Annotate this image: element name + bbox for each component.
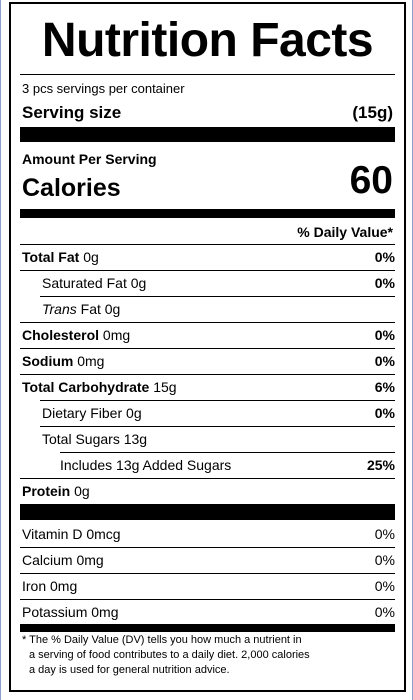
nutrient-row-added-sugars: Includes 13g Added Sugars 25% xyxy=(20,452,395,478)
total-sugars-label: Total Sugars xyxy=(42,431,120,447)
saturated-fat-amount: 0g xyxy=(130,275,147,291)
total-sugars-amount: 13g xyxy=(123,431,148,447)
trans-fat-label: Fat xyxy=(80,301,101,317)
saturated-fat-label: Saturated Fat xyxy=(42,275,127,291)
vitamin-row-iron: Iron 0mg 0% xyxy=(20,573,395,599)
row-divider xyxy=(20,547,395,548)
dietary-fiber-label: Dietary Fiber xyxy=(42,405,123,421)
protein-amount: 0g xyxy=(74,483,90,499)
potassium-label: Potassium xyxy=(22,604,88,620)
vitamin-d-amount: 0mcg xyxy=(86,526,121,542)
total-fat-dv: 0% xyxy=(374,249,395,265)
calcium-dv: 0% xyxy=(374,552,395,568)
nutrient-row-protein: Protein 0g xyxy=(20,478,395,504)
potassium-amount: 0mg xyxy=(91,604,119,620)
row-divider xyxy=(20,348,395,349)
sodium-label: Sodium xyxy=(22,353,74,369)
cholesterol-label: Cholesterol xyxy=(22,327,100,343)
cholesterol-dv: 0% xyxy=(374,327,395,343)
vitamin-d-dv: 0% xyxy=(374,526,395,542)
sodium-amount: 0mg xyxy=(77,353,105,369)
total-carbohydrate-amount: 15g xyxy=(153,379,177,395)
saturated-fat-dv: 0% xyxy=(374,275,395,291)
total-fat-amount: 0g xyxy=(83,249,99,265)
row-divider xyxy=(20,322,395,323)
iron-label: Iron xyxy=(22,578,47,594)
added-sugars-amount: 13g xyxy=(116,457,140,473)
vitamin-row-calcium: Calcium 0mg 0% xyxy=(20,547,395,573)
daily-value-header: % Daily Value* xyxy=(297,224,393,240)
cholesterol-amount: 0mg xyxy=(102,327,131,343)
row-divider xyxy=(60,452,395,453)
potassium-dv: 0% xyxy=(374,604,395,620)
nutrient-row-total-sugars: Total Sugars 13g xyxy=(20,426,395,452)
serving-size-label: Serving size xyxy=(22,103,122,122)
vitamin-d-label: Vitamin D xyxy=(22,526,83,542)
nutrition-facts-label: Nutrition Facts 3 pcs servings per conta… xyxy=(9,2,406,692)
row-divider xyxy=(20,374,395,375)
added-sugars-dv: 25% xyxy=(366,457,395,473)
nutrient-row-dietary-fiber: Dietary Fiber 0g 0% xyxy=(20,400,395,426)
row-divider xyxy=(20,244,395,245)
row-divider xyxy=(20,270,395,271)
total-carbohydrate-dv: 6% xyxy=(374,379,395,395)
thick-divider xyxy=(20,127,395,142)
label-title: Nutrition Facts xyxy=(41,14,374,67)
row-divider xyxy=(20,599,395,600)
added-sugars-label: Added Sugars xyxy=(142,457,232,473)
footnote-line-1: * The % Daily Value (DV) tells you how m… xyxy=(22,634,302,646)
dietary-fiber-dv: 0% xyxy=(374,405,395,421)
protein-label: Protein xyxy=(22,483,71,499)
nutrient-row-total-fat: Total Fat 0g 0% xyxy=(20,244,395,270)
servings-per-container: 3 pcs servings per container xyxy=(22,81,185,96)
row-divider xyxy=(20,573,395,574)
calories-value: 60 xyxy=(349,159,393,202)
calcium-amount: 0mg xyxy=(76,552,104,568)
iron-amount: 0mg xyxy=(50,578,78,594)
vitamin-row-potassium: Potassium 0mg 0% xyxy=(20,599,395,625)
trans-fat-italic: Trans xyxy=(42,301,77,317)
sodium-dv: 0% xyxy=(374,353,395,369)
nutrient-row-cholesterol: Cholesterol 0mg 0% xyxy=(20,322,395,348)
row-divider xyxy=(40,400,395,401)
footnote: * The % Daily Value (DV) tells you how m… xyxy=(22,633,310,678)
medium-divider xyxy=(20,209,395,218)
footnote-line-3: a day is used for general nutrition advi… xyxy=(29,664,230,676)
total-fat-label: Total Fat xyxy=(22,249,80,265)
serving-size-value: (15g) xyxy=(352,103,393,122)
nutrient-row-total-carbohydrate: Total Carbohydrate 15g 6% xyxy=(20,374,395,400)
nutrient-row-trans-fat: Trans Fat 0g xyxy=(20,296,395,322)
divider xyxy=(20,74,395,75)
iron-dv: 0% xyxy=(374,578,395,594)
footnote-line-2: a serving of food contributes to a daily… xyxy=(29,649,310,661)
thick-divider xyxy=(20,504,395,520)
added-sugars-prefix: Includes xyxy=(60,457,113,473)
nutrient-row-sodium: Sodium 0mg 0% xyxy=(20,348,395,374)
trans-fat-amount: 0g xyxy=(104,301,121,317)
nutrient-row-saturated-fat: Saturated Fat 0g 0% xyxy=(20,270,395,296)
row-divider xyxy=(40,296,395,297)
label-content: Nutrition Facts 3 pcs servings per conta… xyxy=(20,4,395,690)
medium-divider xyxy=(20,624,395,632)
dietary-fiber-amount: 0g xyxy=(126,405,142,421)
total-carbohydrate-label: Total Carbohydrate xyxy=(22,379,150,395)
calcium-label: Calcium xyxy=(22,552,73,568)
amount-per-serving: Amount Per Serving xyxy=(22,151,157,167)
calories-label: Calories xyxy=(22,174,121,202)
row-divider xyxy=(20,478,395,479)
vitamin-row-vitamin-d: Vitamin D 0mcg 0% xyxy=(20,521,395,547)
row-divider xyxy=(40,426,395,427)
